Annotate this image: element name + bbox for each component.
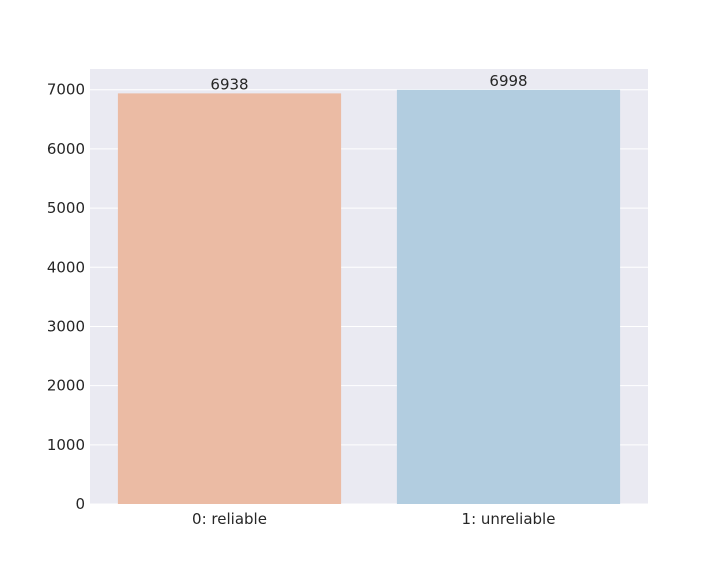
bar xyxy=(396,89,621,505)
y-tick-label: 3000 xyxy=(47,317,85,335)
x-tick-label: 0: reliable xyxy=(192,510,267,528)
y-tick-label: 6000 xyxy=(47,140,85,158)
y-axis-ticks: 0 1000 2000 3000 4000 5000 6000 7000 xyxy=(47,81,85,513)
y-tick-label: 4000 xyxy=(47,258,85,276)
bar-value-label: 6998 xyxy=(489,72,527,90)
data-labels: 6938 6998 xyxy=(210,72,527,94)
bar-value-label: 6938 xyxy=(210,75,248,93)
y-tick-label: 1000 xyxy=(47,436,85,454)
bar xyxy=(117,93,342,505)
x-tick-label: 1: unreliable xyxy=(462,510,556,528)
x-axis-ticks: 0: reliable 1: unreliable xyxy=(192,510,555,528)
y-tick-label: 2000 xyxy=(47,377,85,395)
y-tick-label: 5000 xyxy=(47,199,85,217)
y-tick-label: 7000 xyxy=(47,81,85,99)
bars xyxy=(117,89,621,505)
y-tick-label: 0 xyxy=(75,495,85,513)
